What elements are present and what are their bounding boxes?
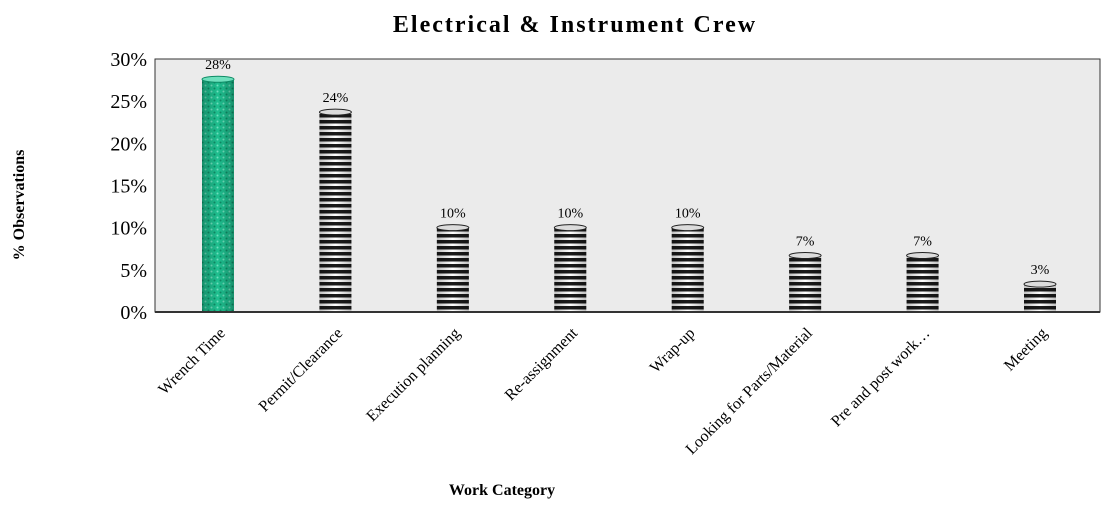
y-tick-label: 5% <box>120 260 147 282</box>
bar-cap <box>1023 280 1057 288</box>
bar-shading <box>906 255 939 312</box>
plot-area <box>154 58 1101 313</box>
y-tick-label: 0% <box>120 302 147 324</box>
x-tick-label: Execution planning <box>363 325 463 425</box>
y-tick-label: 10% <box>110 218 147 240</box>
bar-shading <box>554 227 587 312</box>
x-tick-label: Meeting <box>1001 325 1051 375</box>
x-axis-ticks: Wrench Time Permit/Clearance Execution pla… <box>155 324 1050 458</box>
data-label: 10% <box>557 207 583 222</box>
y-tick-label: 20% <box>110 133 147 155</box>
x-tick-label: Re-assignment <box>502 324 582 404</box>
bar-cap <box>788 251 822 259</box>
bar-cap <box>201 75 235 83</box>
x-tick-label: Looking for Parts/Material <box>683 324 817 458</box>
x-tick-label: Pre and post work… <box>828 325 933 430</box>
y-tick-label: 15% <box>110 176 147 198</box>
y-tick-label: 25% <box>110 91 147 113</box>
bar-cap <box>553 224 587 232</box>
data-label: 7% <box>796 234 815 249</box>
data-label: 24% <box>323 91 349 106</box>
bars <box>201 75 1057 313</box>
bar-shading <box>319 112 352 312</box>
x-tick-label: Wrap-up <box>647 325 699 377</box>
bar-shading <box>789 255 822 312</box>
data-label: 7% <box>913 234 932 249</box>
data-label: 10% <box>675 207 701 222</box>
y-axis-ticks: 0% 5% 10% 15% 20% 25% 30% <box>110 49 147 324</box>
data-label: 3% <box>1031 263 1050 278</box>
bar-shading <box>671 227 704 312</box>
data-label: 10% <box>440 207 466 222</box>
y-axis-title: % Observations <box>11 150 28 261</box>
y-tick-label: 30% <box>110 49 147 71</box>
bar-cap <box>671 224 705 232</box>
x-axis-title: Work Category <box>449 482 555 499</box>
bar-shading <box>202 79 234 313</box>
chart-title: Electrical & Instrument Crew <box>393 12 757 38</box>
bar-cap <box>318 108 352 116</box>
bar-cap <box>436 224 470 232</box>
data-label: 28% <box>205 58 231 73</box>
data-labels: 28% 24% 10% 10% 10% 7% 7% 3% <box>205 58 1050 278</box>
x-tick-label: Permit/Clearance <box>256 325 347 416</box>
x-tick-label: Wrench Time <box>155 325 228 398</box>
bar-cap <box>906 251 940 259</box>
bar-shading <box>436 227 469 312</box>
bar-shading <box>1024 284 1056 312</box>
